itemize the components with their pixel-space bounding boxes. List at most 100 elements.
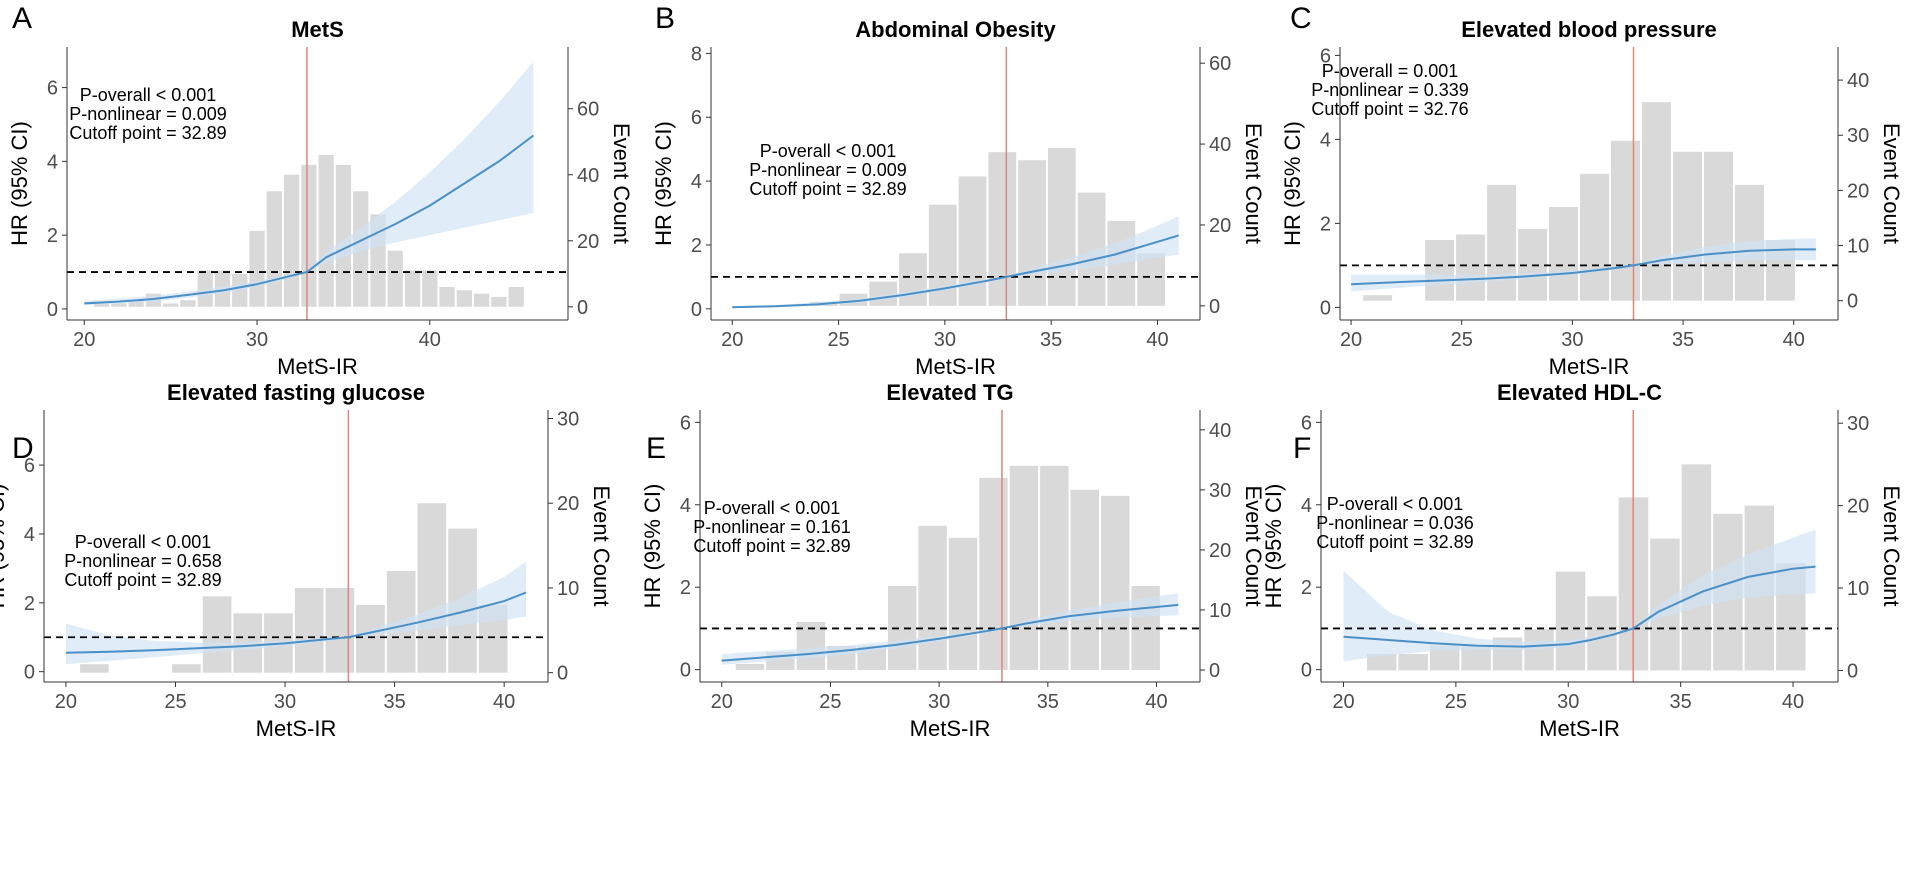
panel-title: Abdominal Obesity <box>855 17 1056 42</box>
hr-curve <box>84 134 535 305</box>
x-tick-label: 30 <box>274 691 296 713</box>
x-tick-label: 40 <box>1146 329 1168 351</box>
event-count-bar <box>439 286 455 307</box>
y2-tick-label: 40 <box>577 165 599 187</box>
event-count-bar <box>404 270 421 307</box>
y-tick-label: 2 <box>47 225 58 247</box>
y-tick-label: 4 <box>1320 129 1331 151</box>
event-count-bar <box>422 270 438 307</box>
x-tick-label: 30 <box>1557 691 1579 713</box>
y-tick-label: 6 <box>680 412 691 434</box>
panel-b: 0 2 4 6 8 0 20 40 60 20 25 30 35 40 B Abdominal Obesity… <box>651 2 1266 379</box>
event-count-bar <box>1425 240 1455 301</box>
event-count-bar <box>1047 148 1076 306</box>
x-tick-label: 40 <box>1782 691 1804 713</box>
x-tick-label: 25 <box>827 329 849 351</box>
event-count-bar <box>249 230 265 307</box>
event-count-bar <box>1555 571 1586 671</box>
event-count-bar <box>1366 653 1397 671</box>
x-tick-label: 20 <box>1340 329 1362 351</box>
event-count-bar <box>325 587 355 673</box>
y2-axis-title: Event Count <box>589 485 614 606</box>
x-tick-label: 40 <box>419 329 441 351</box>
event-count-bar <box>172 664 201 673</box>
y-tick-label: 0 <box>680 660 691 682</box>
y-tick-label: 0 <box>691 299 702 321</box>
x-tick-label: 30 <box>246 329 268 351</box>
y2-tick-label: 40 <box>1847 70 1869 92</box>
y-tick-label: 2 <box>24 593 35 615</box>
event-count-bar <box>80 664 109 673</box>
x-axis-title: MetS-IR <box>1549 354 1630 379</box>
y2-tick-label: 30 <box>557 408 579 430</box>
stat-annotation: P-nonlinear = 0.339 <box>1311 80 1469 100</box>
x-axis-title: MetS-IR <box>915 354 996 379</box>
stat-annotation: P-nonlinear = 0.036 <box>1316 513 1474 533</box>
y2-tick-label: 30 <box>1847 125 1869 147</box>
y2-tick-label: 40 <box>1209 420 1231 442</box>
hr-curve <box>721 603 1179 662</box>
y-tick-label: 2 <box>691 235 702 257</box>
panel-letter: C <box>1290 2 1312 35</box>
event-count-bar <box>456 290 472 307</box>
panel-letter: B <box>655 2 675 35</box>
y2-tick-label: 10 <box>557 578 579 600</box>
event-count-bar <box>202 596 232 673</box>
event-count-bar <box>1524 629 1554 671</box>
y2-axis-title: Event Count <box>1879 485 1904 606</box>
event-count-bar <box>1398 653 1428 671</box>
event-count-bar <box>318 154 334 307</box>
panel-letter: D <box>12 432 34 465</box>
hr-confidence-band <box>732 216 1179 308</box>
hr-confidence-band <box>1343 529 1816 662</box>
stat-annotation: P-nonlinear = 0.009 <box>749 160 907 180</box>
x-tick-label: 20 <box>55 691 77 713</box>
stat-annotation: P-overall < 0.001 <box>1327 494 1464 514</box>
y-tick-label: 6 <box>24 455 35 477</box>
panel-letter: A <box>12 2 32 35</box>
x-tick-label: 35 <box>1670 691 1692 713</box>
stat-annotation: P-overall < 0.001 <box>75 532 212 552</box>
hr-confidence-band <box>84 61 534 306</box>
panel-title: Elevated blood pressure <box>1461 17 1717 42</box>
stat-annotation: Cutoff point = 32.89 <box>69 123 226 143</box>
event-count-bar <box>294 587 324 673</box>
panel-title: Elevated HDL-C <box>1497 380 1662 405</box>
y-tick-label: 4 <box>1301 495 1312 517</box>
x-tick-label: 35 <box>383 691 405 713</box>
stat-annotation: P-overall < 0.001 <box>704 498 841 518</box>
y-tick-label: 6 <box>1320 45 1331 67</box>
panel-letter: F <box>1293 432 1311 465</box>
panel-f: 0 2 4 6 0 10 20 30 20 25 30 35 40 F Elevated HDL-C MetS… <box>1261 380 1904 741</box>
y2-tick-label: 10 <box>1847 236 1869 258</box>
panel-c: 0 2 4 6 0 10 20 30 40 20 25 30 35 40 C Elevated blood p… <box>1280 2 1904 379</box>
event-count-bar <box>1681 464 1712 671</box>
hr-confidence-band <box>1351 238 1816 292</box>
event-count-bar <box>163 303 179 307</box>
y-tick-label: 2 <box>1301 577 1312 599</box>
event-count-bar <box>1580 173 1610 301</box>
stat-annotation: Cutoff point = 32.89 <box>1316 532 1473 552</box>
event-count-bar <box>128 300 144 307</box>
event-count-bar <box>1642 102 1671 301</box>
event-count-bar <box>1009 465 1039 670</box>
stat-annotation: Cutoff point = 32.76 <box>1311 99 1468 119</box>
event-count-bar <box>93 303 110 307</box>
event-count-bar <box>266 191 282 307</box>
panel-e: 0 2 4 6 0 10 20 30 40 20 25 30 35 40 E Elevated TG MetS-… <box>640 380 1266 741</box>
panel-d: 0 2 4 6 0 10 20 30 20 25 30 35 40 D Elevated fasting g… <box>0 380 614 741</box>
y2-tick-label: 20 <box>577 231 599 253</box>
x-tick-label: 30 <box>934 329 956 351</box>
stat-annotation: P-overall < 0.001 <box>80 85 217 105</box>
event-count-bar <box>1549 206 1579 301</box>
event-count-bar <box>948 537 978 670</box>
y2-tick-label: 10 <box>1209 600 1231 622</box>
y2-tick-label: 60 <box>1209 53 1231 75</box>
y-tick-label: 6 <box>1301 412 1312 434</box>
hr-curve <box>1343 565 1816 648</box>
stat-annotation: Cutoff point = 32.89 <box>693 536 850 556</box>
hr-confidence-band <box>721 593 1179 665</box>
x-tick-label: 40 <box>493 691 515 713</box>
